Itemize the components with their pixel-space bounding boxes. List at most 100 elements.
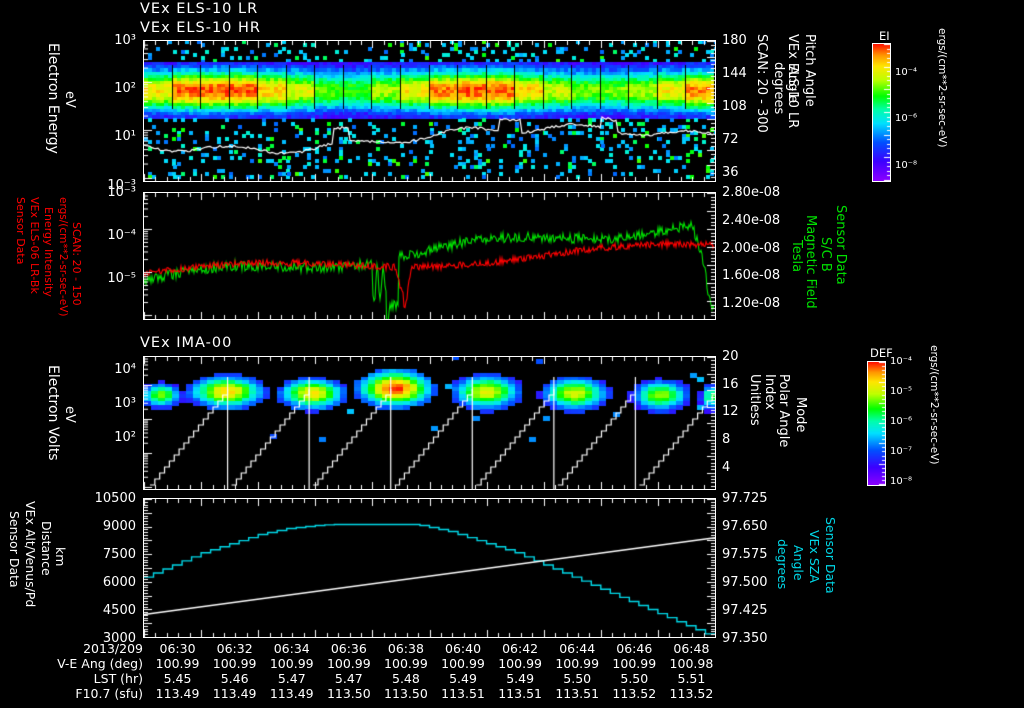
panel4-left-label-quantity: VEx Alt/Venus/Pd [23,501,38,608]
panel1-left-axis-label-line1: Electron Energy [45,43,61,154]
table-row-label-f107: F10.7 (sfu) [75,686,143,701]
colorbar-def-tick-3: 10⁻⁷ [890,446,913,457]
table-cell-f107-7: 113.51 [555,686,600,701]
panel4-ytick-5: 3000 [102,631,136,646]
table-row: LST (hr) 5.45 5.46 5.47 5.47 5.48 5.49 5… [0,671,720,686]
panel4-ytick-1: 9000 [102,519,136,534]
table-cell-veang-0: 100.99 [155,656,200,671]
panel4-right-label-angle: Angle [791,545,806,581]
panel1-ytick-2: 10¹ [114,129,136,144]
panel4-right-label-sensordata: Sensor Data [823,517,838,594]
panel4-right-ytick-1: 97.650 [722,519,768,534]
table-cell-lst-0: 5.45 [163,671,192,686]
panel2-right-ytick-2: 2.00e-08 [722,241,781,256]
panel3-right-label-polarangle: Polar Angle [776,374,791,448]
panel1-right-ytick-2: 108 [722,99,747,114]
panel4-ytick-3: 6000 [102,575,136,590]
table-row-label-veang: V-E Ang (deg) [57,656,143,671]
panel2-left-label-instrument: VEx ELS-06 LR-Bk [28,197,41,294]
panel2-right-ytick-3: 1.60e-08 [722,268,781,283]
panel3-right-ytick-3: 8 [722,432,731,447]
table-cell-lst-8: 5.50 [620,671,649,686]
panel2-right-label-scb: S/C B [818,237,833,272]
colorbar-def-units: ergs/(cm**2-sr-sec-eV) [928,345,940,465]
colorbar-def-tick-2: 10⁻⁶ [890,416,913,427]
colorbar-ei-tick-2: 10⁻⁸ [895,160,918,171]
panel3-left-axis-label-line1: Electron Volts [45,365,61,461]
panel4-left-label-km: km [53,547,68,567]
panel4-right-ytick-0: 97.725 [722,491,768,506]
panel-electron-energy-spectrogram[interactable] [143,40,716,182]
panel2-left-label-scan: SCAN: 20 - 150 [70,222,83,306]
table-row: V-E Ang (deg) 100.99 100.99 100.99 100.9… [0,656,720,671]
panel1-right-label-pitchangle: Pitch Angle [802,34,817,107]
panel4-right-ytick-4: 97.425 [722,603,768,618]
panel-energy-intensity-magfield[interactable] [143,192,716,320]
panel1-ytick-1: 10² [114,81,136,96]
table-cell-lst-7: 5.50 [563,671,592,686]
table-cell-f107-5: 113.51 [441,686,485,701]
panel1-right-ytick-0: 180 [722,33,747,48]
panel1-right-ytick-1: 144 [722,66,747,81]
panel2-left-label-sensordata: Sensor Data [14,197,27,265]
colorbar-def-tick-0: 10⁻⁴ [890,356,913,367]
table-cell-time-2: 06:34 [273,641,310,656]
panel1-right-label-instrument: VEx ELS-10 LR [785,34,800,129]
panel1-ytick-0: 10³ [114,33,136,48]
panel3-ytick-1: 10³ [114,396,136,411]
table-cell-time-6: 06:42 [502,641,539,656]
table-cell-time-9: 06:48 [673,641,710,656]
bottom-parameter-table: 2013/209 06:30 06:32 06:34 06:36 06:38 0… [0,641,720,701]
colorbar-ei-tick-1: 10⁻⁶ [895,113,918,124]
panel4-right-ytick-3: 97.500 [722,575,768,590]
panel4-right-ytick-2: 97.575 [722,547,768,562]
panel1-left-axis-label-line2: eV [62,91,77,108]
panel2-right-ytick-1: 2.40e-08 [722,213,781,228]
panel-ion-spectrogram[interactable] [143,356,716,490]
table-cell-f107-8: 113.52 [612,686,657,701]
panel1-right-label-scan: SCAN: 20 - 300 [754,34,769,133]
panel3-right-ytick-4: 4 [722,460,731,475]
table-cell-lst-1: 5.46 [220,671,249,686]
table-cell-time-7: 06:44 [559,641,596,656]
colorbar-ei-units: ergs/(cm**2-sr-sec-eV) [936,28,948,148]
panel2-left-label-units: ergs/(cm**2-sr-sec-eV) [57,197,69,317]
panel3-right-ytick-1: 16 [722,377,739,392]
table-cell-time-8: 06:46 [616,641,653,656]
panel4-left-label-distance: Distance [39,521,54,576]
panel3-right-ytick-0: 20 [722,349,739,364]
table-cell-f107-6: 113.51 [498,686,542,701]
table-cell-veang-7: 100.99 [555,656,600,671]
panel1-title-line1: VEx ELS-10 LR [140,1,259,17]
table-row-label-date: 2013/209 [83,641,143,656]
colorbar-ei-title: EI [879,29,890,43]
table-cell-lst-2: 5.47 [277,671,306,686]
panel3-title: VEx IMA-00 [140,335,233,351]
table-cell-veang-4: 100.99 [384,656,428,671]
colorbar-def-tick-1: 10⁻⁵ [890,386,913,397]
panel3-ytick-0: 10⁴ [114,362,136,377]
table-row: 2013/209 06:30 06:32 06:34 06:36 06:38 0… [0,641,720,656]
colorbar-ei [872,43,891,182]
table-cell-f107-2: 113.49 [269,686,314,701]
table-row: F10.7 (sfu) 113.49 113.49 113.49 113.50 … [0,686,720,701]
colorbar-ei-tick-0: 10⁻⁴ [895,67,918,78]
table-cell-time-5: 06:40 [445,641,482,656]
table-cell-veang-1: 100.99 [212,656,257,671]
panel2-ytick-0: 10⁻³ [107,185,136,200]
panel2-right-ytick-4: 1.20e-08 [722,296,781,311]
panel4-ytick-4: 4500 [102,603,136,618]
panel-altitude-sza[interactable] [143,498,716,638]
table-cell-veang-2: 100.99 [269,656,314,671]
table-cell-veang-5: 100.99 [441,656,485,671]
panel2-right-ytick-0: 2.80e-08 [722,185,781,200]
panel4-left-label-sensordata: Sensor Data [7,511,22,588]
table-cell-time-1: 06:32 [216,641,253,656]
panel2-right-label-magfield: Magnetic Field [803,215,818,309]
table-cell-lst-6: 5.49 [506,671,535,686]
panel2-right-label-tesla: Tesla [789,240,804,273]
panel3-right-label-index: Index [762,374,777,410]
colorbar-def-tick-4: 10⁻⁸ [890,476,913,487]
panel1-title-line2: VEx ELS-10 HR [140,20,261,36]
panel2-ytick-1: 10⁻⁴ [107,228,136,243]
